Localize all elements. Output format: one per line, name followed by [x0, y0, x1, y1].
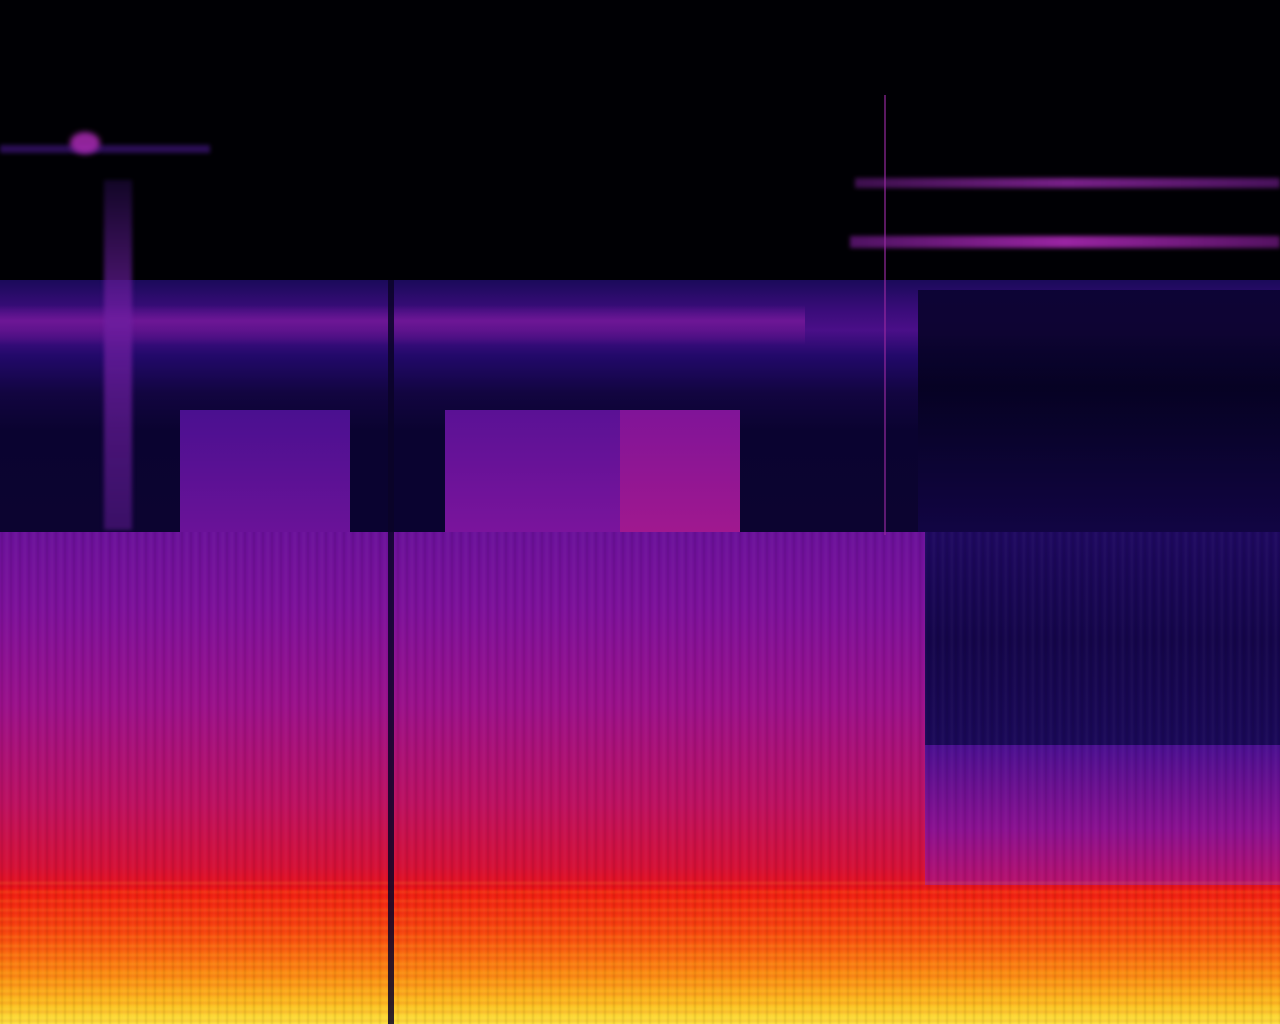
silence-gap-line	[388, 280, 394, 1024]
faint-tone-left	[0, 145, 210, 153]
vertical-plume	[104, 180, 132, 530]
low-band-transition-right	[925, 745, 1280, 885]
harmonic-line-lower	[850, 236, 1280, 248]
energy-block	[180, 410, 350, 532]
energy-spot	[70, 132, 100, 154]
low-band-quiet-right	[925, 532, 1280, 747]
harmonic-line-upper	[855, 178, 1280, 188]
bass-texture	[0, 880, 1280, 1024]
mid-band-stripe	[0, 305, 805, 345]
vertical-texture	[0, 532, 1280, 1024]
transient-line	[884, 95, 886, 535]
energy-block-bright	[620, 410, 740, 532]
energy-block	[445, 410, 620, 532]
quiet-gap	[350, 440, 445, 532]
mid-band-quiet-right	[918, 290, 1280, 532]
silent-high-frequency-region	[0, 0, 1280, 280]
